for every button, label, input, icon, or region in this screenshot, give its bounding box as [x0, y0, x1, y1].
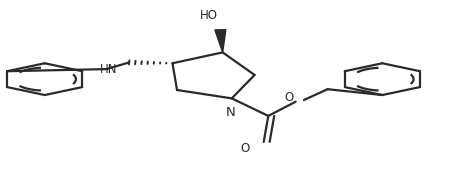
Text: HN: HN — [100, 63, 118, 76]
Text: N: N — [225, 106, 235, 119]
Text: O: O — [284, 91, 293, 104]
Polygon shape — [215, 30, 226, 52]
Text: O: O — [241, 142, 250, 155]
Text: HO: HO — [200, 9, 218, 22]
